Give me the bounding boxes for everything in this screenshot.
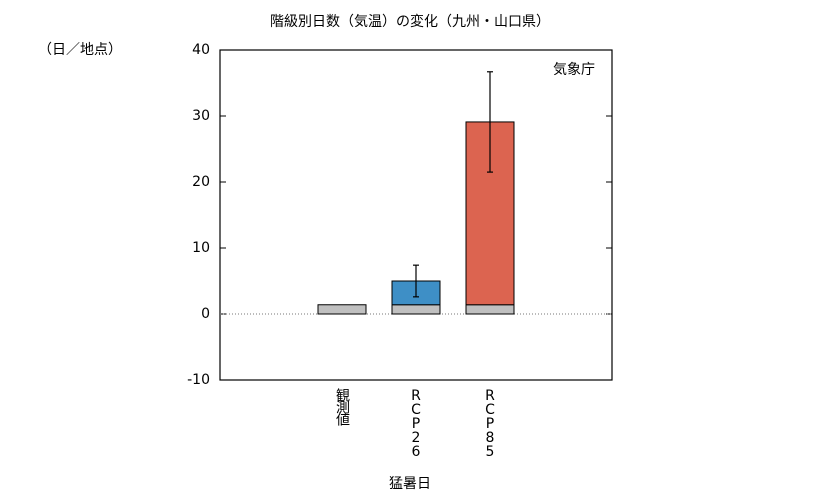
x-tick-label: RCP26 bbox=[408, 388, 424, 458]
y-axis-label: （日／地点） bbox=[38, 42, 122, 58]
x-axis-label: 猛暑日 bbox=[389, 476, 431, 492]
error-bar bbox=[413, 264, 419, 298]
y-tick-label: 30 bbox=[192, 108, 210, 124]
error-bar bbox=[487, 71, 493, 173]
chart-title: 階級別日数（気温）の変化（九州・山口県） bbox=[270, 13, 550, 30]
bar bbox=[465, 304, 515, 315]
x-tick-label: RCP85 bbox=[482, 388, 498, 458]
x-tick-label: 観測値 bbox=[334, 387, 350, 426]
plot-frame bbox=[219, 49, 613, 381]
bar bbox=[317, 304, 367, 315]
y-tick-label: 0 bbox=[201, 306, 210, 322]
y-tick-label: 20 bbox=[192, 174, 210, 190]
bar bbox=[391, 304, 441, 315]
y-tick-label: 40 bbox=[192, 42, 210, 58]
y-tick-label: -10 bbox=[187, 372, 210, 388]
y-tick-label: 10 bbox=[192, 240, 210, 256]
annotation: 気象庁 bbox=[553, 62, 595, 78]
